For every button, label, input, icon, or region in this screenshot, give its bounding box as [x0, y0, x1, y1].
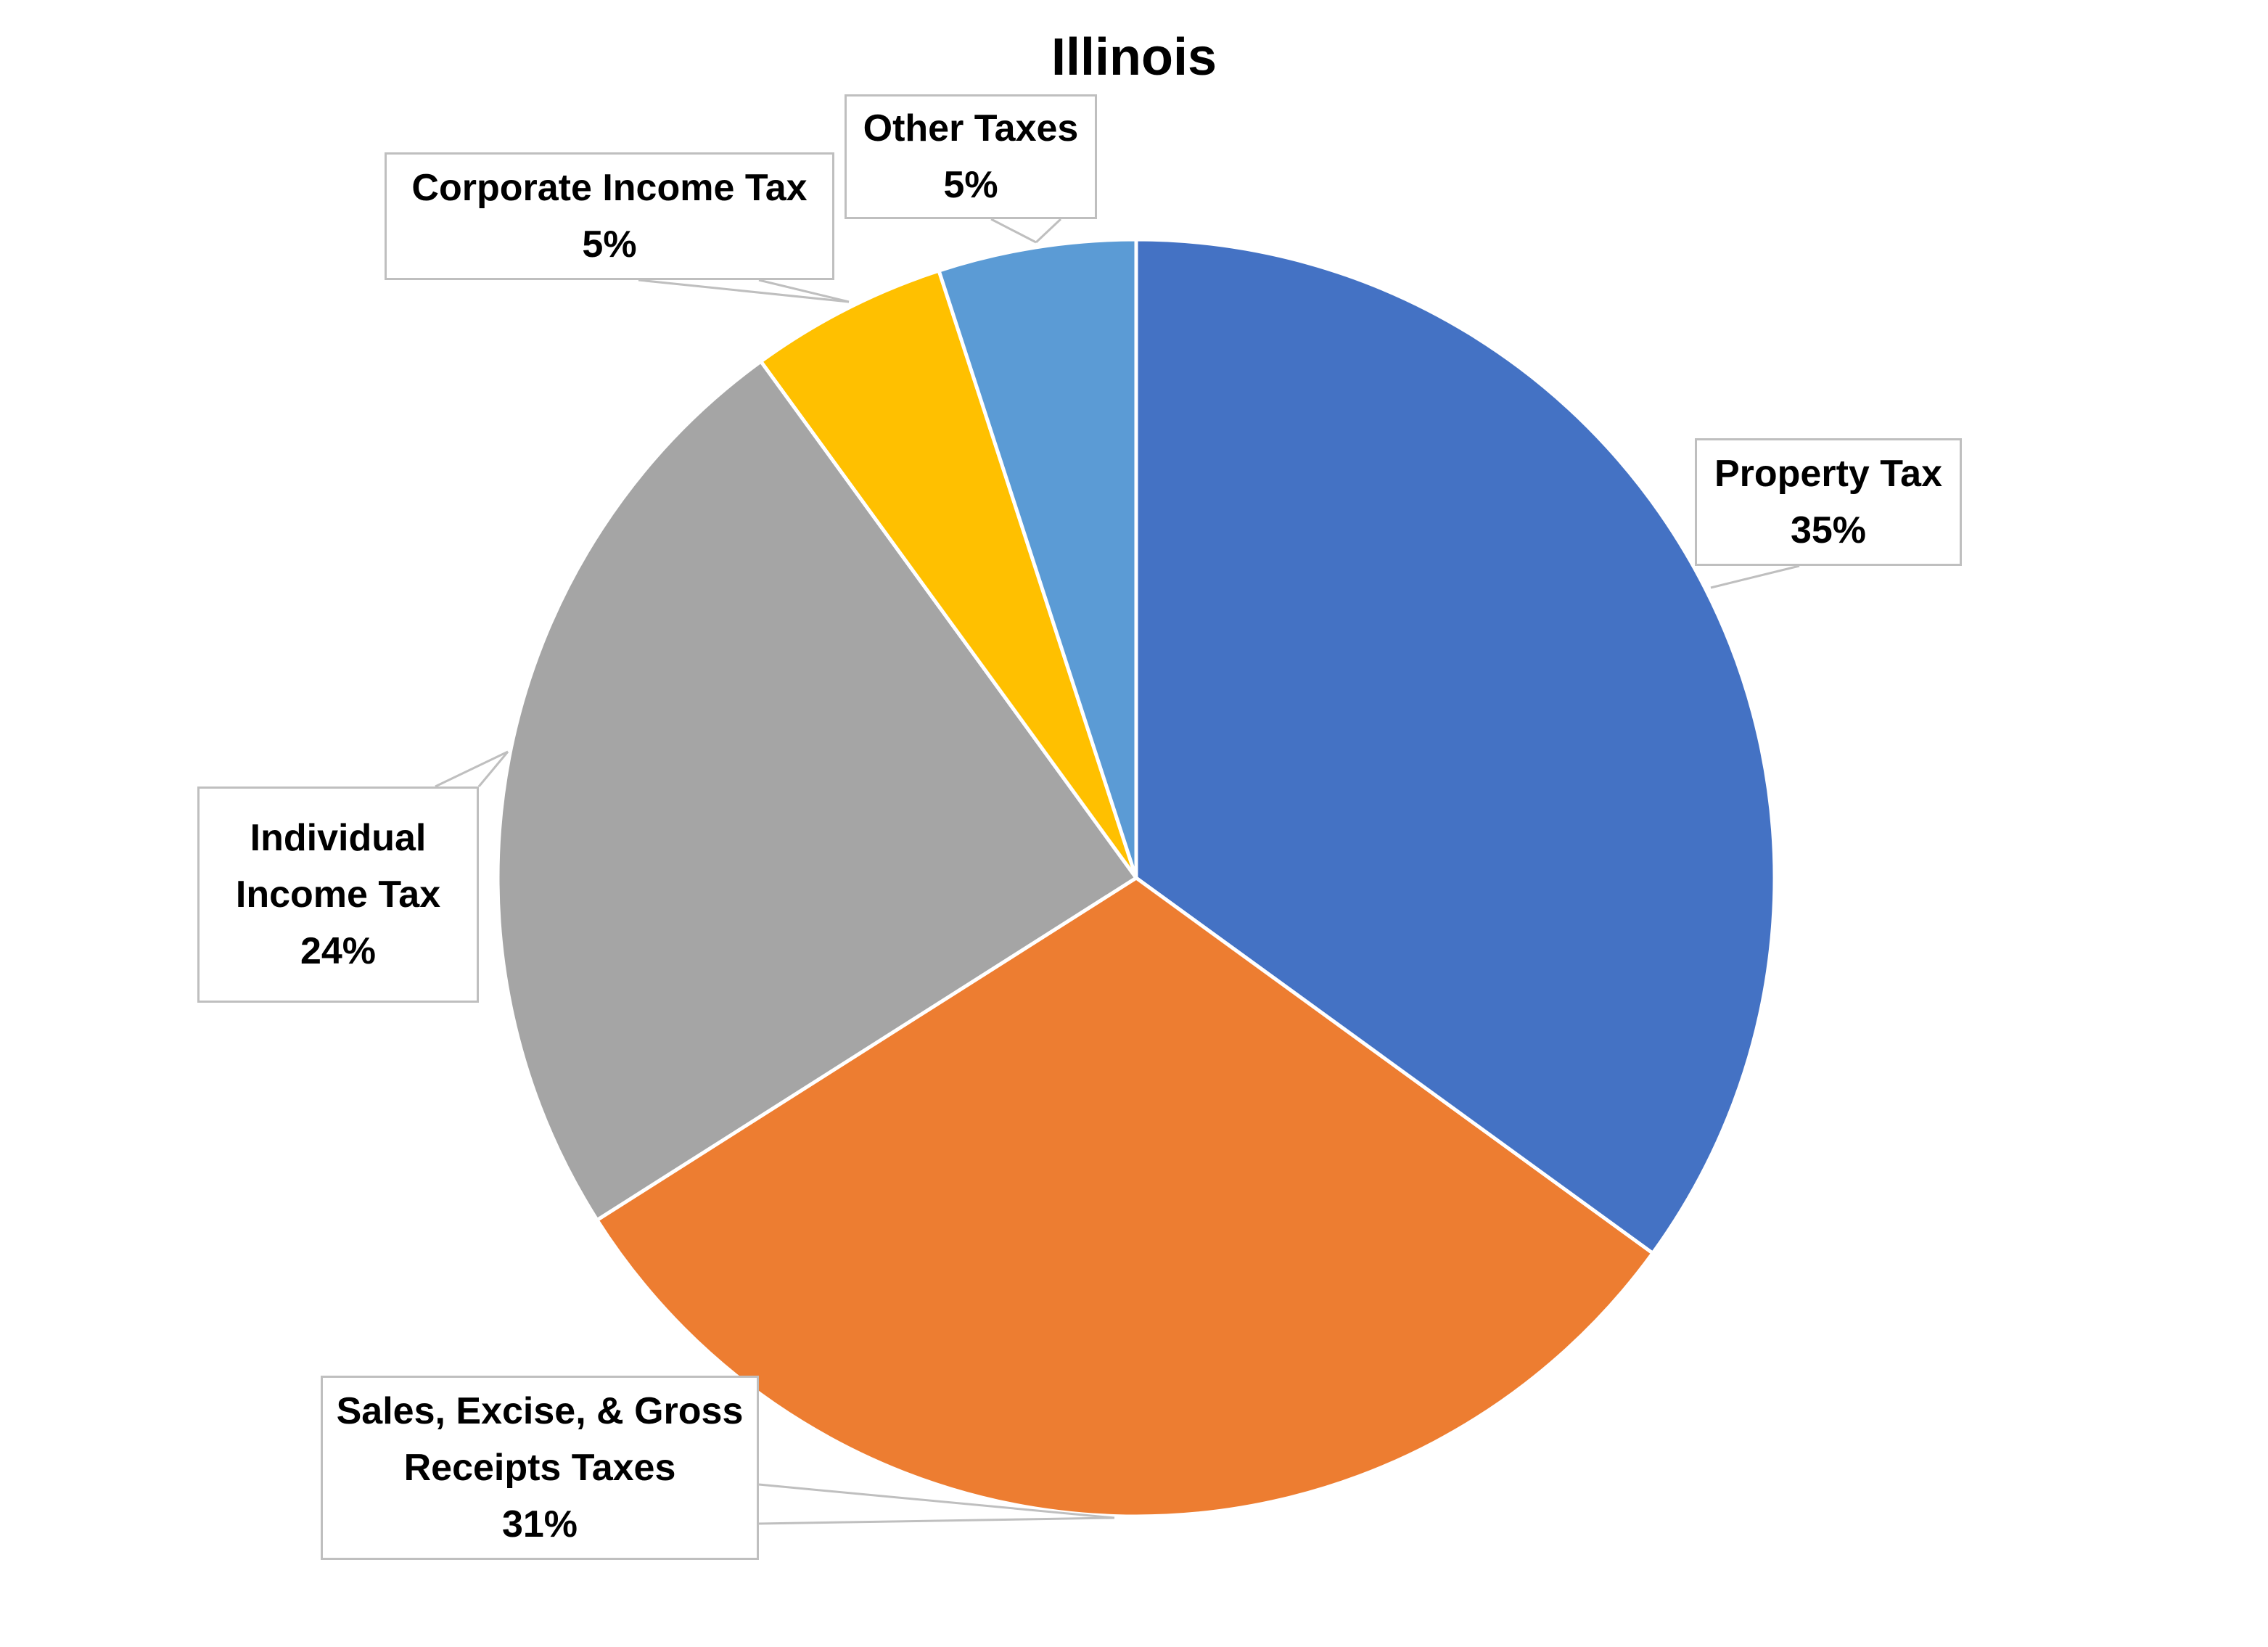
pie-slice-other-taxes	[937, 237, 1138, 880]
data-label-value: 31%	[501, 1503, 578, 1545]
pie-slices	[496, 237, 1777, 1519]
data-label-name: Individual	[250, 817, 427, 859]
data-label-other-taxes: Other Taxes 5%	[845, 94, 1097, 219]
leader-line-property-tax	[1710, 564, 1800, 589]
data-label-name: Property Tax	[1714, 453, 1943, 495]
pie-slice-sales-excise-gross-receipts-taxes	[595, 876, 1655, 1519]
data-label-corporate-income-tax: Corporate Income Tax 5%	[385, 152, 834, 280]
leader-line-other-taxes	[990, 218, 1062, 244]
leader-lines	[435, 218, 1800, 1525]
leader-line-individual-income-tax	[435, 750, 509, 788]
data-label-name: Income Tax	[235, 874, 441, 916]
data-label-property-tax: Property Tax 35%	[1695, 438, 1962, 566]
pie-slice-corporate-income-tax	[759, 268, 1138, 880]
pie-slice-individual-income-tax	[496, 359, 1138, 1223]
data-label-value: 35%	[1790, 509, 1867, 551]
data-label-individual-income-tax: Individual Income Tax 24%	[197, 786, 479, 1003]
data-label-name: Sales, Excise, & Gross	[336, 1390, 744, 1432]
data-label-value: 5%	[582, 223, 637, 266]
leader-line-sales-tax	[758, 1483, 1115, 1525]
data-label-name: Corporate Income Tax	[411, 167, 808, 209]
data-label-name: Receipts Taxes	[403, 1447, 676, 1489]
data-label-value: 5%	[943, 164, 998, 206]
pie-slice-property-tax	[1134, 237, 1777, 1255]
leader-line-corporate-income-tax	[638, 279, 850, 303]
data-label-sales-tax: Sales, Excise, & Gross Receipts Taxes 31…	[321, 1376, 759, 1560]
chart-title: Illinois	[1051, 28, 1217, 86]
data-label-name: Other Taxes	[863, 107, 1079, 149]
data-label-value: 24%	[300, 930, 377, 972]
